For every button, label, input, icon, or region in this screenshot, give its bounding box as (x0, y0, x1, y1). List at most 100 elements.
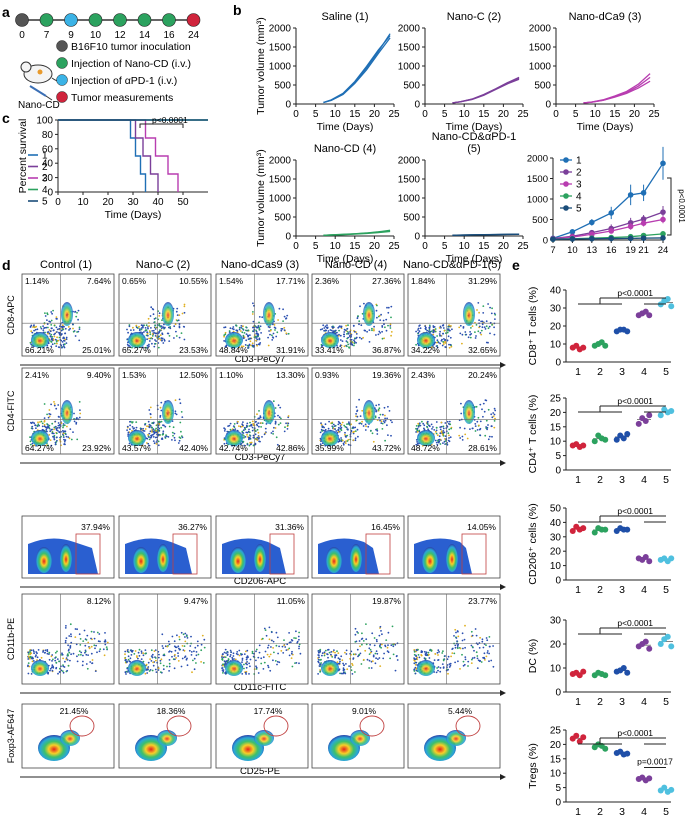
flow-event (487, 327, 490, 330)
legend-label: 4 (42, 185, 48, 196)
flow-event (447, 422, 450, 425)
flow-event (129, 657, 132, 660)
flow-event (461, 653, 463, 656)
flow-event (155, 340, 158, 342)
flow-event (241, 331, 244, 334)
flow-event (258, 326, 260, 329)
flow-event (52, 329, 55, 332)
flow-event (33, 652, 35, 655)
flow-event (418, 429, 421, 432)
flow-event (261, 436, 263, 438)
flow-event (131, 426, 134, 428)
tumor-curve (323, 37, 391, 104)
flow-event (353, 339, 355, 342)
flow-event (174, 399, 177, 402)
flow-event (252, 320, 255, 323)
flow-event (340, 672, 343, 675)
flow-event (464, 646, 466, 649)
flow-event (417, 422, 420, 425)
flow-event (78, 339, 81, 342)
flow-event (34, 326, 36, 329)
flow-event (493, 312, 496, 315)
flow-event (353, 653, 356, 656)
flow-event (223, 340, 226, 342)
flow-event (442, 324, 445, 326)
flow-event (238, 654, 241, 657)
flow-event (49, 669, 51, 672)
flow-event (342, 672, 344, 675)
flow-event (347, 336, 350, 339)
flow-event (186, 664, 189, 667)
flow-event (362, 425, 365, 427)
data-point (620, 435, 627, 442)
flow-event (164, 425, 167, 428)
density-core (162, 302, 174, 326)
tumor-curve (583, 73, 651, 104)
flow-event (180, 411, 183, 413)
y-tick-label: 5 (555, 783, 561, 794)
flow-event (389, 325, 392, 327)
x-tick-label: 5 (313, 109, 319, 120)
flow-event (461, 333, 464, 336)
flow-event (145, 324, 148, 327)
flow-event (319, 669, 321, 671)
flow-event (42, 650, 45, 652)
flow-event (479, 403, 482, 406)
flow-event (320, 662, 322, 664)
flow-event (360, 324, 363, 327)
flow-event (248, 431, 251, 434)
flow-event (148, 444, 151, 447)
flow-event (241, 659, 244, 661)
flow-event (479, 332, 482, 334)
flow-event (369, 430, 372, 432)
flow-event (383, 652, 385, 655)
flow-event (372, 655, 375, 658)
x-tick-label: 21 (638, 245, 649, 256)
x-tick-label: 15 (478, 241, 490, 252)
y-tick-label: 2000 (398, 24, 421, 35)
flow-event (126, 328, 128, 331)
flow-event (147, 420, 150, 423)
flow-event (127, 658, 130, 661)
flow-event (194, 646, 197, 649)
flow-event (437, 439, 439, 442)
flow-event (430, 649, 433, 651)
flow-event (283, 315, 286, 318)
flow-event (481, 640, 484, 643)
flow-event (79, 638, 82, 640)
density-core (128, 660, 146, 676)
flow-event (171, 439, 173, 441)
flow-event (346, 668, 349, 671)
density-core (225, 430, 243, 446)
flow-event (229, 422, 232, 425)
flow-event (297, 635, 300, 638)
x-tick-label: 10 (330, 109, 342, 120)
flow-event (246, 649, 249, 652)
y-tick-label: 50 (550, 504, 562, 515)
flow-event (155, 659, 157, 662)
flow-event (464, 624, 466, 627)
flow-event (272, 332, 275, 335)
flow-event (437, 669, 439, 672)
flow-event (233, 423, 236, 425)
flow-event (347, 343, 350, 346)
flow-event (480, 329, 483, 332)
flow-event (46, 323, 49, 325)
mean-point (608, 228, 615, 234)
p-value-label: p<0.0001 (677, 189, 685, 223)
flow-event (66, 659, 69, 661)
legend-label: 3 (576, 180, 582, 191)
flow-event (339, 334, 342, 337)
flow-event (150, 327, 152, 329)
flow-event (138, 325, 140, 328)
flow-event (69, 646, 72, 648)
flow-event (467, 665, 469, 667)
flow-event (274, 329, 276, 331)
flow-event (435, 671, 438, 674)
flow-event (247, 329, 250, 332)
y-tick-label: 1500 (527, 174, 548, 185)
flow-event (104, 643, 107, 646)
p-value-label: p<0.0001 (617, 506, 653, 516)
flow-event (396, 655, 398, 657)
